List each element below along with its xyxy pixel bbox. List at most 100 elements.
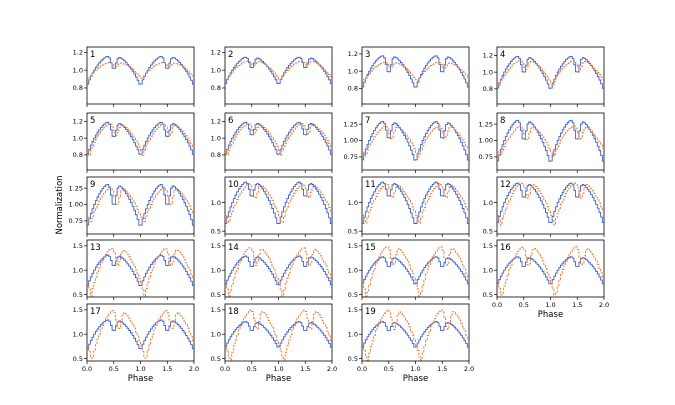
y-tick-label: 1.5 [348,242,358,250]
panel-frame [224,112,333,171]
y-tick-label: 0.5 [211,355,221,363]
y-tick-label: 1.2 [211,49,221,57]
panel-number: 6 [228,116,233,126]
panel-number: 3 [365,50,370,60]
panel-frame [361,239,470,298]
series-line-solid [497,119,604,162]
x-tick-label: 2.0 [327,365,337,373]
series-line-solid [362,181,469,225]
panel-frame [224,239,333,298]
y-tick-label: 1.0 [73,66,83,74]
y-tick-label: 1.0 [348,67,358,75]
x-tick-label: 2.0 [599,301,609,309]
x-tick-label: 0.5 [247,365,257,373]
y-tick-label: 1.5 [348,306,358,314]
y-tick-label: 1.0 [348,199,358,207]
panel-5: 0.8 1.0 1.2 5 [73,112,195,173]
panel-number: 17 [90,307,101,317]
series-line-dashed [497,60,604,86]
x-tick-label: 0.5 [384,365,394,373]
series-line-dashed [497,182,604,226]
x-tick-label: 1.0 [135,365,145,373]
y-tick-label: 0.5 [483,291,493,299]
panel-4: 0.8 1.0 1.2 4 [483,46,605,107]
panel-number: 16 [500,243,511,253]
y-tick-label: 0.5 [73,355,83,363]
panel-number: 9 [90,180,95,190]
panel-3: 0.8 1.0 1.2 3 [348,46,470,107]
series-line-dashed [87,61,194,79]
panel-number: 13 [90,243,101,253]
y-tick-label: 1.5 [483,242,493,250]
y-tick-label: 0.8 [73,151,83,159]
panel-8: 0.75 1.00 1.25 8 [479,112,605,173]
x-tick-label: 0.5 [109,365,119,373]
panel-14: 0.5 1.0 1.5 14 [211,239,333,300]
y-tick-label: 1.0 [73,134,83,142]
y-tick-label: 0.8 [73,84,83,92]
series-line-solid [497,55,604,89]
panel-15: 0.5 1.0 1.5 15 [348,239,470,300]
panel-6: 0.8 1.0 1.2 6 [211,112,333,173]
y-tick-label: 1.5 [211,306,221,314]
panel-13: 0.5 1.0 1.5 13 [73,239,195,300]
series-line-solid [225,56,332,84]
y-tick-label: 0.8 [483,85,493,93]
panel-frame [86,303,195,362]
y-tick-label: 1.5 [211,242,221,250]
y-tick-label: 0.5 [483,227,493,235]
x-tick-label: 0.0 [357,365,367,373]
panel-frame [224,46,333,105]
y-tick-label: 1.0 [73,266,83,274]
series-line-dashed [497,246,604,296]
y-tick-label: 1.0 [211,330,221,338]
panels-group: 0.8 1.0 1.2 1 0.8 1.0 1.2 2 0.8 1.0 1.2 3 0.8 1.0 1.2 4… [69,46,609,384]
panel-10: 0.5 1.0 10 [211,176,333,237]
y-tick-label: 0.5 [211,291,221,299]
y-tick-label: 1.2 [211,118,221,126]
series-line-dashed [225,123,332,156]
series-line-solid [225,121,332,155]
y-tick-label: 1.0 [483,199,493,207]
y-tick-label: 1.00 [479,137,493,145]
x-axis-title: Phase [128,374,153,384]
y-tick-label: 0.5 [348,355,358,363]
y-tick-label: 0.8 [211,84,221,92]
panel-number: 18 [228,307,239,317]
series-line-solid [225,181,332,225]
panel-frame [361,303,470,362]
x-tick-label: 1.5 [162,365,172,373]
series-line-dashed [362,183,469,224]
y-tick-label: 1.2 [73,118,83,126]
y-tick-label: 0.5 [348,291,358,299]
series-line-dashed [362,61,469,82]
panel-number: 2 [228,50,233,60]
x-tick-label: 1.5 [437,365,447,373]
panel-19: 0.5 1.0 1.5 0.0 0.5 1.0 1.5 2.0 Phase 19 [348,303,474,384]
y-tick-label: 0.75 [479,153,493,161]
x-tick-label: 1.0 [273,365,283,373]
y-tick-label: 1.0 [211,66,221,74]
series-line-solid [497,182,604,224]
x-tick-label: 0.0 [492,301,502,309]
y-tick-label: 0.5 [348,227,358,235]
y-tick-label: 0.5 [73,291,83,299]
series-line-solid [497,256,604,285]
panel-frame [224,176,333,235]
panel-frame [224,303,333,362]
y-tick-label: 1.2 [483,52,493,60]
y-tick-label: 1.0 [211,266,221,274]
series-line-dashed [225,309,332,361]
x-axis-title: Phase [266,374,291,384]
panel-frame [361,46,470,105]
panel-9: 0.75 1.00 1.25 9 [69,176,195,237]
y-tick-label: 1.25 [344,120,358,128]
panel-frame [86,112,195,171]
y-tick-label: 1.00 [69,201,83,209]
x-tick-label: 0.0 [82,365,92,373]
panel-number: 14 [228,243,239,253]
series-line-dashed [225,247,332,297]
panel-1: 0.8 1.0 1.2 1 [73,46,195,107]
panel-17: 0.5 1.0 1.5 0.0 0.5 1.0 1.5 2.0 Phase 17 [73,303,199,384]
